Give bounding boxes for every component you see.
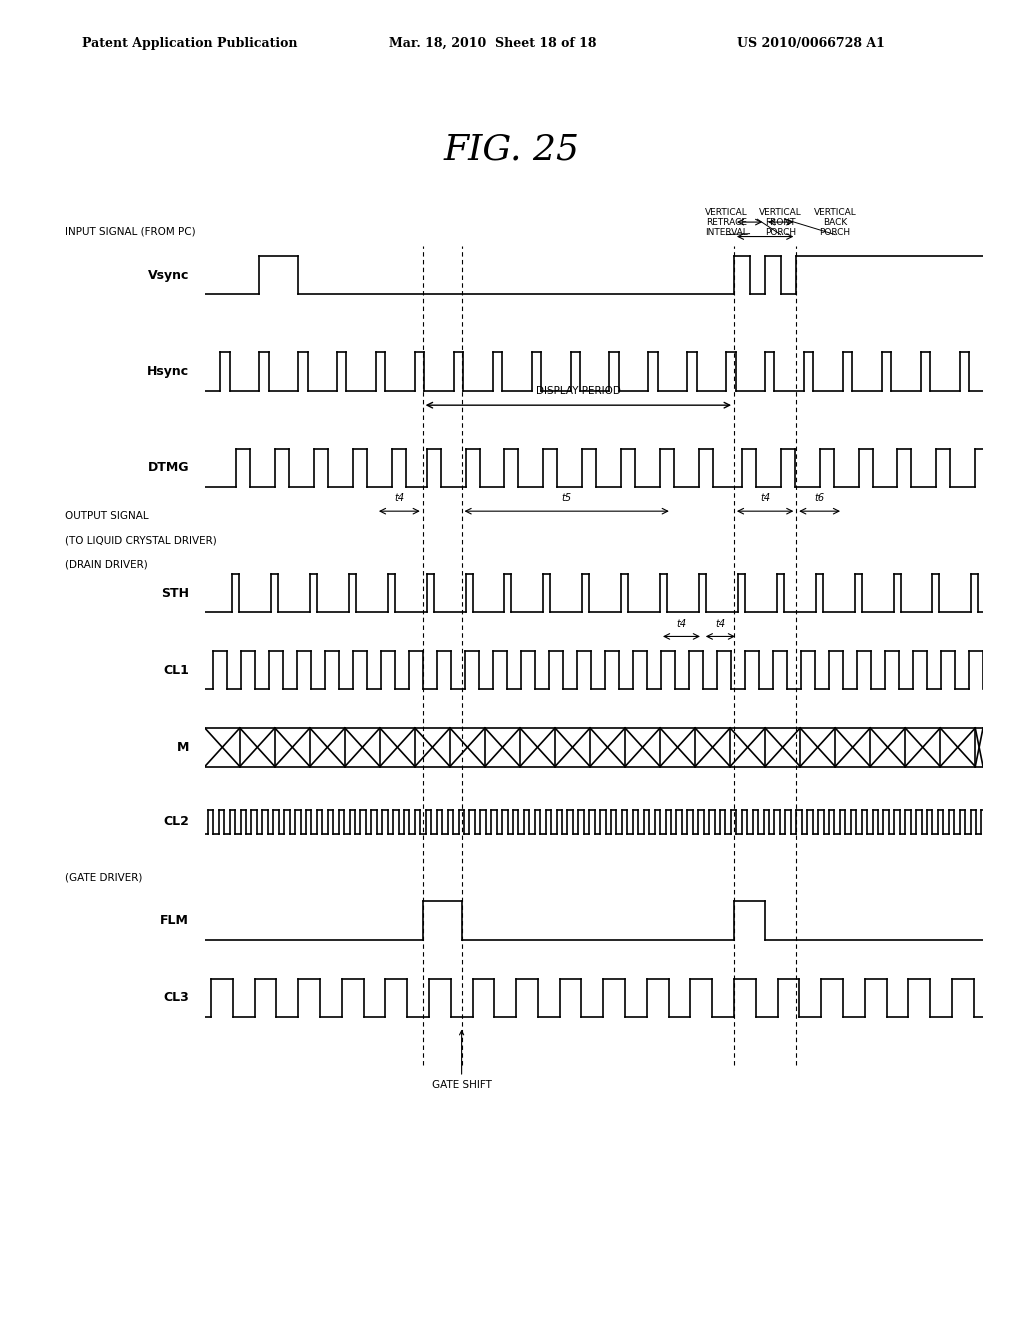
Text: STH: STH (161, 586, 189, 599)
Text: VERTICAL
BACK
PORCH: VERTICAL BACK PORCH (814, 207, 856, 238)
Text: Patent Application Publication: Patent Application Publication (82, 37, 297, 50)
Text: DISPLAY PERIOD: DISPLAY PERIOD (536, 385, 621, 396)
Text: t4: t4 (394, 494, 404, 503)
Text: US 2010/0066728 A1: US 2010/0066728 A1 (737, 37, 885, 50)
Text: t5: t5 (561, 494, 571, 503)
Text: CL3: CL3 (164, 991, 189, 1005)
Text: M: M (177, 741, 189, 754)
Text: OUTPUT SIGNAL: OUTPUT SIGNAL (65, 511, 148, 521)
Text: CL2: CL2 (164, 816, 189, 829)
Text: VERTICAL
FRONT
PORCH: VERTICAL FRONT PORCH (760, 207, 802, 238)
Text: CL1: CL1 (164, 664, 189, 677)
Text: DTMG: DTMG (147, 461, 189, 474)
Text: (GATE DRIVER): (GATE DRIVER) (65, 873, 142, 882)
Text: FIG. 25: FIG. 25 (444, 132, 580, 166)
Text: FLM: FLM (161, 915, 189, 927)
Text: Mar. 18, 2010  Sheet 18 of 18: Mar. 18, 2010 Sheet 18 of 18 (389, 37, 597, 50)
Text: t6: t6 (814, 494, 824, 503)
Text: Hsync: Hsync (147, 364, 189, 378)
Text: t4: t4 (676, 619, 686, 628)
Text: INPUT SIGNAL (FROM PC): INPUT SIGNAL (FROM PC) (65, 227, 196, 236)
Text: t4: t4 (715, 619, 725, 628)
Text: t4: t4 (760, 494, 770, 503)
Text: VERTICAL
RETRACE
INTERVAL: VERTICAL RETRACE INTERVAL (705, 207, 748, 238)
Text: Vsync: Vsync (147, 268, 189, 281)
Text: (DRAIN DRIVER): (DRAIN DRIVER) (65, 560, 147, 569)
Text: GATE SHIFT: GATE SHIFT (432, 1031, 492, 1090)
Text: (TO LIQUID CRYSTAL DRIVER): (TO LIQUID CRYSTAL DRIVER) (65, 535, 216, 545)
